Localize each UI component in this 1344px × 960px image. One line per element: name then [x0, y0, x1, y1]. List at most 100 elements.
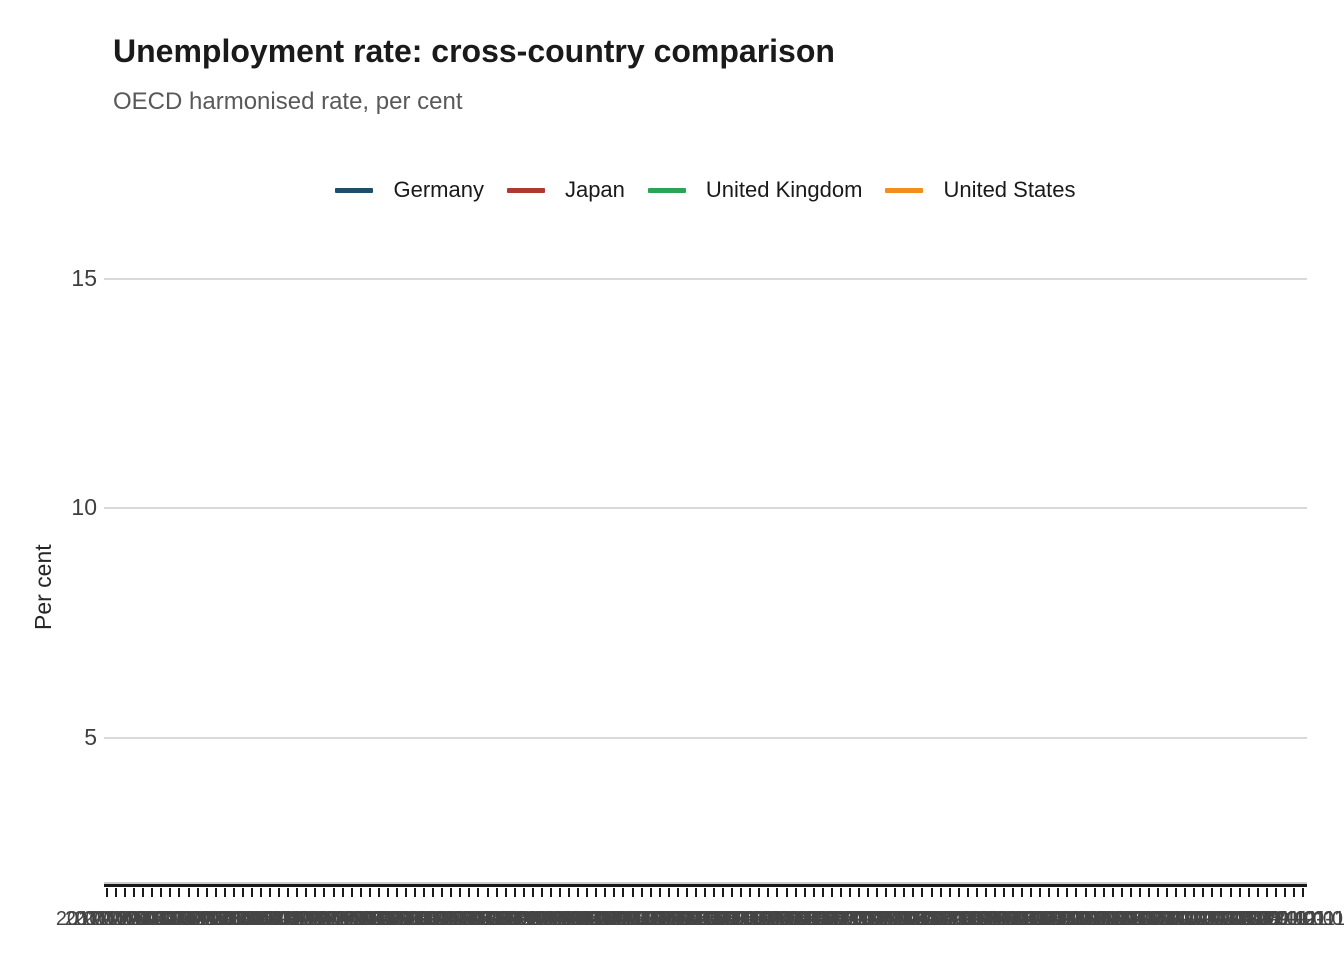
x-tick-label: 2018-06-01: [970, 908, 1074, 930]
x-tick-label: 2014-06-01: [536, 908, 639, 930]
x-tick-label: 2018-08-01: [989, 908, 1092, 930]
legend-label: United States: [943, 177, 1076, 202]
x-tick-label: 2010-01-01: [55, 908, 159, 930]
x-tick-mark: [704, 888, 706, 897]
x-tick-label: 2018-10-01: [1007, 908, 1110, 930]
x-tick-label: 2011-11-01: [256, 908, 356, 930]
x-tick-label: 2014-03-01: [508, 908, 612, 930]
legend-label: Japan: [564, 177, 625, 202]
x-tick-label: 2017-12-01: [916, 908, 1019, 930]
x-tick-label: 2015-01-01: [599, 908, 702, 930]
x-tick-label: 2020-04-01: [1170, 908, 1273, 930]
x-tick-mark: [1030, 888, 1033, 897]
x-tick-label: 2015-05-01: [635, 908, 739, 930]
x-tick-mark: [1093, 888, 1096, 897]
x-tick-mark: [1039, 888, 1042, 897]
x-tick-mark: [468, 888, 471, 897]
x-tick-label: 2020-05-01: [1179, 908, 1282, 930]
legend-item-united-states: United States: [885, 177, 1076, 203]
x-tick-mark: [441, 888, 444, 897]
x-tick-label: 2012-07-01: [327, 908, 430, 930]
x-tick-mark: [459, 888, 462, 897]
x-tick-mark: [241, 888, 244, 897]
x-tick-label: 2011-07-01: [219, 908, 321, 930]
x-tick-mark: [1147, 888, 1150, 897]
chart-subtitle: OECD harmonised rate, per cent: [113, 88, 463, 115]
x-tick-mark: [1003, 888, 1005, 897]
x-tick-label: 2019-07-01: [1088, 908, 1192, 930]
x-tick-mark: [106, 888, 108, 897]
y-axis-title: Per cent: [30, 544, 56, 630]
x-tick-mark: [269, 888, 272, 897]
x-tick-label: 2011-01-01: [165, 908, 267, 930]
x-tick-label: 2013-09-01: [454, 908, 557, 930]
x-tick-label: 2019-08-01: [1097, 908, 1201, 930]
x-tick-label: 2012-08-01: [336, 908, 440, 930]
x-tick-label: 2013-05-01: [418, 908, 521, 930]
x-tick-mark: [559, 888, 562, 897]
x-tick-mark: [196, 888, 199, 897]
x-tick-mark: [640, 888, 643, 897]
x-tick-mark: [377, 888, 380, 897]
x-tick-mark: [323, 888, 326, 897]
x-tick-label: 2018-03-01: [943, 908, 1047, 930]
x-tick-label: 2018-05-01: [961, 908, 1065, 930]
x-tick-label: 2019-06-01: [1079, 908, 1182, 930]
x-tick-label: 2011-08-01: [228, 908, 330, 930]
x-tick-mark: [1111, 888, 1114, 897]
x-tick-mark: [694, 888, 697, 897]
x-tick-label: 2014-11-01: [582, 908, 683, 930]
x-tick-label: 2019-04-01: [1061, 908, 1164, 930]
y-tick-label: 10: [71, 494, 97, 520]
x-tick-label: 2013-12-01: [481, 908, 584, 930]
x-tick-label: 2014-10-01: [572, 908, 675, 930]
x-tick-label: 2018-04-01: [952, 908, 1056, 930]
x-tick-label: 2020-08-01: [1206, 908, 1309, 930]
x-tick-label: 2013-04-01: [409, 908, 512, 930]
x-tick-mark: [577, 888, 580, 897]
x-tick-mark: [667, 888, 670, 897]
x-tick-mark: [314, 888, 317, 897]
x-tick-label: 2014-12-01: [590, 908, 693, 930]
x-tick-label: 2018-02-01: [934, 908, 1038, 930]
x-tick-label: 2010-10-01: [137, 908, 240, 930]
x-tick-mark: [785, 888, 788, 897]
plot-panel: [104, 230, 1307, 885]
x-tick-mark: [1066, 888, 1069, 897]
x-tick-label: 2019-02-01: [1043, 908, 1146, 930]
x-tick-label: 2015-09-01: [671, 908, 775, 930]
legend-line-swatch: [506, 187, 545, 193]
x-tick-mark: [1157, 888, 1160, 897]
x-tick-label: 2015-12-01: [699, 908, 802, 930]
x-tick-mark: [794, 888, 797, 897]
x-tick-mark: [214, 888, 217, 897]
x-tick-mark: [178, 888, 181, 897]
x-tick-label: 2012-09-01: [345, 908, 449, 930]
x-tick-mark: [894, 888, 897, 897]
x-tick-label: 2016-06-01: [753, 908, 856, 930]
x-tick-label: 2010-04-01: [83, 908, 186, 930]
x-tick-label: 2015-03-01: [617, 908, 720, 930]
x-tick-label: 2020-06-01: [1188, 908, 1291, 930]
x-tick-label: 2020-03-01: [1161, 908, 1264, 930]
y-tick-label: 15: [71, 265, 97, 291]
x-tick-mark: [1057, 888, 1060, 897]
x-tick-mark: [1129, 888, 1132, 897]
x-tick-mark: [278, 888, 281, 897]
x-tick-label: 2011-04-01: [192, 908, 294, 930]
chart-title: Unemployment rate: cross-country compari…: [113, 33, 835, 69]
x-tick-label: 2010-05-01: [92, 908, 195, 930]
x-tick-mark: [622, 888, 625, 897]
x-axis-edge-line: [104, 882, 1307, 884]
x-tick-label: 2015-11-01: [690, 908, 792, 930]
x-tick-mark: [187, 888, 190, 897]
legend-item-japan: Japan: [506, 177, 625, 203]
x-tick-mark: [975, 888, 978, 897]
x-tick-mark: [386, 888, 389, 897]
x-tick-mark: [867, 888, 870, 897]
x-tick-label: 2016-03-01: [726, 908, 829, 930]
x-tick-mark: [486, 888, 489, 897]
x-tick-label: 2015-07-01: [653, 908, 757, 930]
x-tick-label: 2011-03-01: [183, 908, 285, 930]
x-tick-mark: [513, 888, 516, 897]
